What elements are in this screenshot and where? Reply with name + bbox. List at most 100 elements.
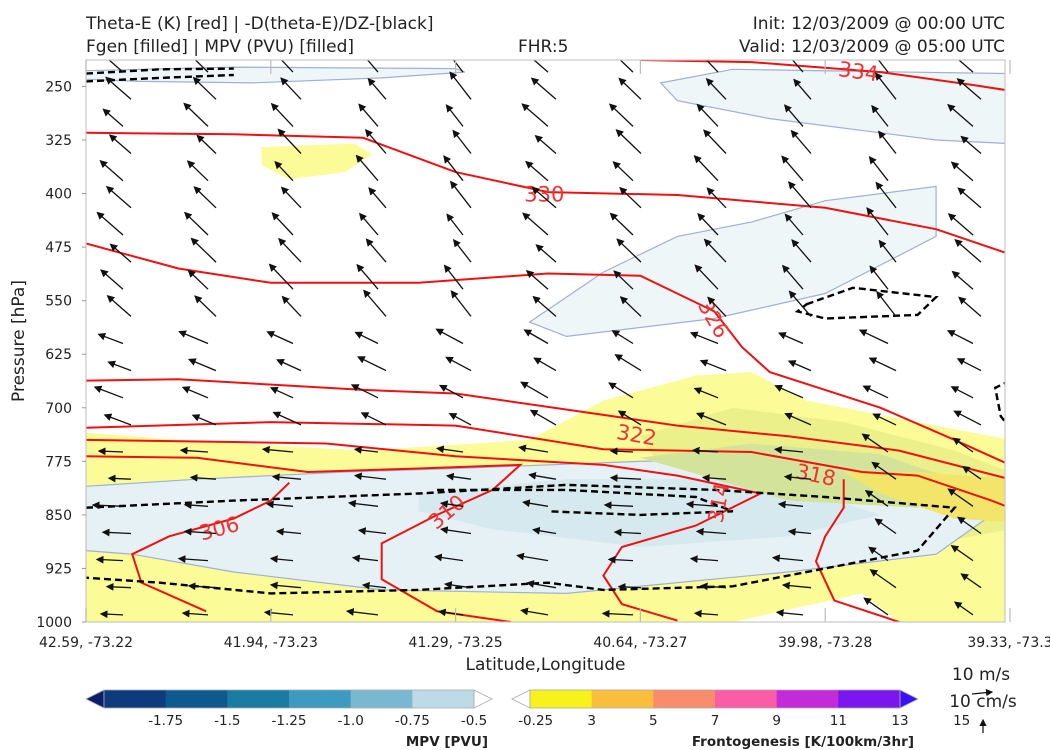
y-tick-label: 400 [45,187,72,203]
wind-vector [271,212,294,236]
x-tick-label: 41.29, -73.25 [409,635,503,651]
x-tick-label: 42.59, -73.22 [39,635,133,651]
wind-vector [774,384,804,399]
mpv-fill-mid [528,185,937,338]
theta-e-314 [86,438,764,622]
wind-vector [534,134,557,154]
wind-vector [947,103,974,127]
wind-vector [788,290,812,317]
wind-vector [520,607,549,616]
wind-vector [953,410,982,426]
wind-vector [771,554,804,563]
wind-vector [178,330,209,345]
wind-vector [274,160,294,182]
wind-vector [874,518,897,535]
wind-vector [689,331,719,345]
wind-vector [187,358,217,372]
wind-vector [790,129,812,154]
y-tick-label: 925 [45,561,72,577]
wind-vector [355,154,379,182]
wind-vector [950,161,974,182]
wind-vector [105,583,132,591]
wind-vector [186,160,209,182]
wind-vector [953,601,974,616]
fgen-colorbar-tick-label: 15 [953,713,970,729]
wind-key-vertical-label: 10 cm/s [949,692,1017,712]
wind-vector [191,414,217,426]
wind-vector [268,263,294,290]
wind-vector [522,212,549,236]
wind-vector [277,128,302,154]
mpv-colorbar-tick-label: -1.75 [148,713,183,729]
x-tick-label: 41.94, -73.23 [224,635,318,651]
wind-vector [863,597,889,616]
fgen-colorbar-swatch [653,690,716,708]
y-tick-label: 250 [45,79,72,95]
init-time: Init: 12/03/2009 @ 00:00 UTC [752,14,1005,34]
fgen-colorbar-tick-label: 7 [711,713,720,729]
wind-vector [187,269,209,290]
wind-vector [357,527,387,535]
wind-vector [103,413,132,426]
wind-vector [957,187,982,209]
wind-vector [196,134,217,154]
wind-vector [703,238,727,263]
wind-vector [699,359,727,372]
wind-vector [523,329,549,345]
y-tick-label: 550 [45,294,72,310]
wind-vector [360,412,387,426]
wind-vector [194,295,217,317]
mpv-colorbar-swatch [104,690,167,708]
wind-vector [108,60,124,73]
wind-vector [535,244,557,263]
wind-vector [93,385,124,399]
wind-vector [532,295,557,317]
wind-vector [695,412,727,426]
fgen-colorbar-title: Frontogenesis [K/100km/3hr] [692,734,914,750]
wind-vector [619,186,642,209]
wind-vector [950,60,974,73]
wind-vector [187,582,217,591]
wind-vector [265,500,294,509]
wind-vector [783,473,812,482]
wind-vector [694,264,719,290]
wind-vector [95,555,124,564]
fgen-colorbar-swatch [591,690,654,708]
wind-vector [608,382,634,399]
wind-vector [271,473,302,482]
wind-vector [439,500,464,508]
wind-vector [358,103,379,127]
wind-vector [861,433,889,453]
wind-vector [619,296,642,317]
wind-vector [617,583,642,591]
wind-vector [685,500,719,509]
wind-vector [533,60,549,73]
wind-vector [528,471,557,480]
y-tick-label: 775 [45,454,72,470]
wind-vector [960,573,982,589]
theta-e-318 [86,421,1005,507]
wind-vector [691,446,719,455]
wind-vector [617,410,642,426]
wind-vector [350,384,379,399]
wind-vector [444,581,472,589]
wind-vector [452,60,464,73]
wind-vector [101,528,132,537]
theta-e-330 [86,131,1005,254]
wind-vector [520,381,549,399]
theta-e-334 [640,60,1005,91]
y-tick-label: 325 [45,133,72,149]
wind-vector [99,160,124,182]
wind-vector [868,546,889,562]
wind-vector [783,104,804,127]
wind-vector [614,354,642,372]
wind-vector [961,465,982,480]
wind-vector [784,213,804,236]
fgen-colorbar-frame [529,689,901,709]
wind-vector [615,129,642,154]
wind-vector [280,77,302,100]
valid-time: Valid: 12/03/2009 @ 05:00 UTC [739,37,1005,57]
wind-vector [696,103,719,127]
wind-vector [437,608,464,617]
wind-vector [100,269,124,290]
